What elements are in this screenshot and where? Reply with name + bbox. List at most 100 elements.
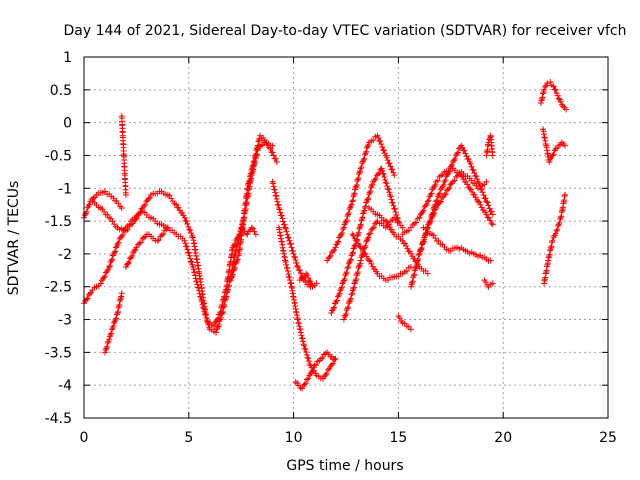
- data-point: [297, 329, 304, 336]
- data-point: [136, 210, 143, 217]
- data-point: [272, 189, 279, 196]
- data-point: [352, 186, 359, 193]
- data-point: [425, 197, 432, 204]
- data-point: [252, 150, 259, 157]
- data-point: [110, 251, 117, 258]
- data-point: [349, 198, 356, 205]
- data-point: [304, 376, 311, 383]
- data-point: [332, 244, 339, 251]
- data-point: [122, 191, 129, 198]
- data-point: [308, 281, 315, 288]
- data-point: [247, 172, 254, 179]
- data-point: [307, 278, 314, 285]
- data-point: [324, 367, 331, 374]
- data-point: [253, 145, 260, 152]
- data-point: [362, 150, 369, 157]
- data-point: [419, 239, 426, 246]
- data-point: [369, 181, 376, 188]
- data-point: [349, 290, 356, 297]
- data-point: [323, 370, 330, 377]
- data-point: [270, 152, 277, 159]
- data-point: [294, 264, 301, 271]
- data-point: [305, 358, 312, 365]
- data-point: [247, 173, 254, 180]
- data-point: [295, 320, 302, 327]
- data-point: [389, 166, 396, 173]
- data-point: [343, 269, 350, 276]
- data-point: [111, 249, 118, 256]
- x-tick-label: 10: [285, 430, 303, 446]
- data-point: [86, 201, 93, 208]
- data-point: [245, 182, 252, 189]
- data-point: [416, 214, 423, 221]
- data-point: [251, 157, 258, 164]
- data-point: [372, 266, 379, 273]
- data-point: [419, 241, 426, 248]
- data-point: [109, 256, 116, 263]
- data-point: [380, 147, 387, 154]
- data-point: [234, 256, 241, 263]
- data-point: [339, 280, 346, 287]
- data-point: [336, 290, 343, 297]
- data-point: [367, 188, 374, 195]
- data-point: [421, 233, 428, 240]
- data-point: [305, 375, 312, 382]
- data-point: [276, 206, 283, 213]
- data-point: [284, 265, 291, 272]
- data-point: [338, 285, 345, 292]
- data-point: [280, 218, 287, 225]
- data-point: [414, 258, 421, 265]
- data-point: [354, 178, 361, 185]
- data-point: [330, 355, 337, 362]
- data-point: [158, 232, 165, 239]
- data-point: [361, 155, 368, 162]
- data-point: [369, 225, 376, 232]
- data-point: [326, 254, 333, 261]
- data-point: [179, 210, 186, 217]
- data-point: [365, 234, 372, 241]
- data-point: [378, 141, 385, 148]
- data-point: [356, 224, 363, 231]
- data-point: [363, 199, 370, 206]
- data-point: [389, 199, 396, 206]
- data-point: [358, 254, 365, 261]
- data-point: [113, 311, 120, 318]
- data-point: [359, 214, 366, 221]
- data-point: [362, 250, 369, 257]
- data-point: [348, 201, 355, 208]
- data-point: [417, 246, 424, 253]
- data-point: [476, 199, 483, 206]
- data-point: [391, 172, 398, 179]
- data-point: [420, 207, 427, 214]
- data-point: [359, 160, 366, 167]
- data-point: [111, 318, 118, 325]
- data-point: [101, 349, 108, 356]
- data-point: [362, 203, 369, 210]
- data-point: [396, 315, 403, 322]
- data-point: [309, 367, 316, 374]
- data-point: [298, 332, 305, 339]
- data-point: [321, 373, 328, 380]
- data-point: [442, 191, 449, 198]
- data-point: [244, 231, 251, 238]
- data-point: [224, 289, 231, 296]
- data-point: [300, 341, 307, 348]
- data-point: [250, 159, 257, 166]
- data-point: [101, 273, 108, 280]
- data-point: [448, 161, 455, 168]
- data-point: [333, 297, 340, 304]
- data-point: [279, 215, 286, 222]
- data-point: [340, 224, 347, 231]
- data-point: [303, 351, 310, 358]
- data-point: [353, 276, 360, 283]
- data-point: [245, 180, 252, 187]
- data-point: [346, 206, 353, 213]
- data-point: [104, 339, 111, 346]
- data-point: [357, 244, 364, 251]
- data-point: [382, 218, 389, 225]
- data-point: [343, 216, 350, 223]
- data-point: [555, 221, 562, 228]
- data-point: [419, 209, 426, 216]
- data-point: [133, 215, 140, 222]
- data-point: [390, 202, 397, 209]
